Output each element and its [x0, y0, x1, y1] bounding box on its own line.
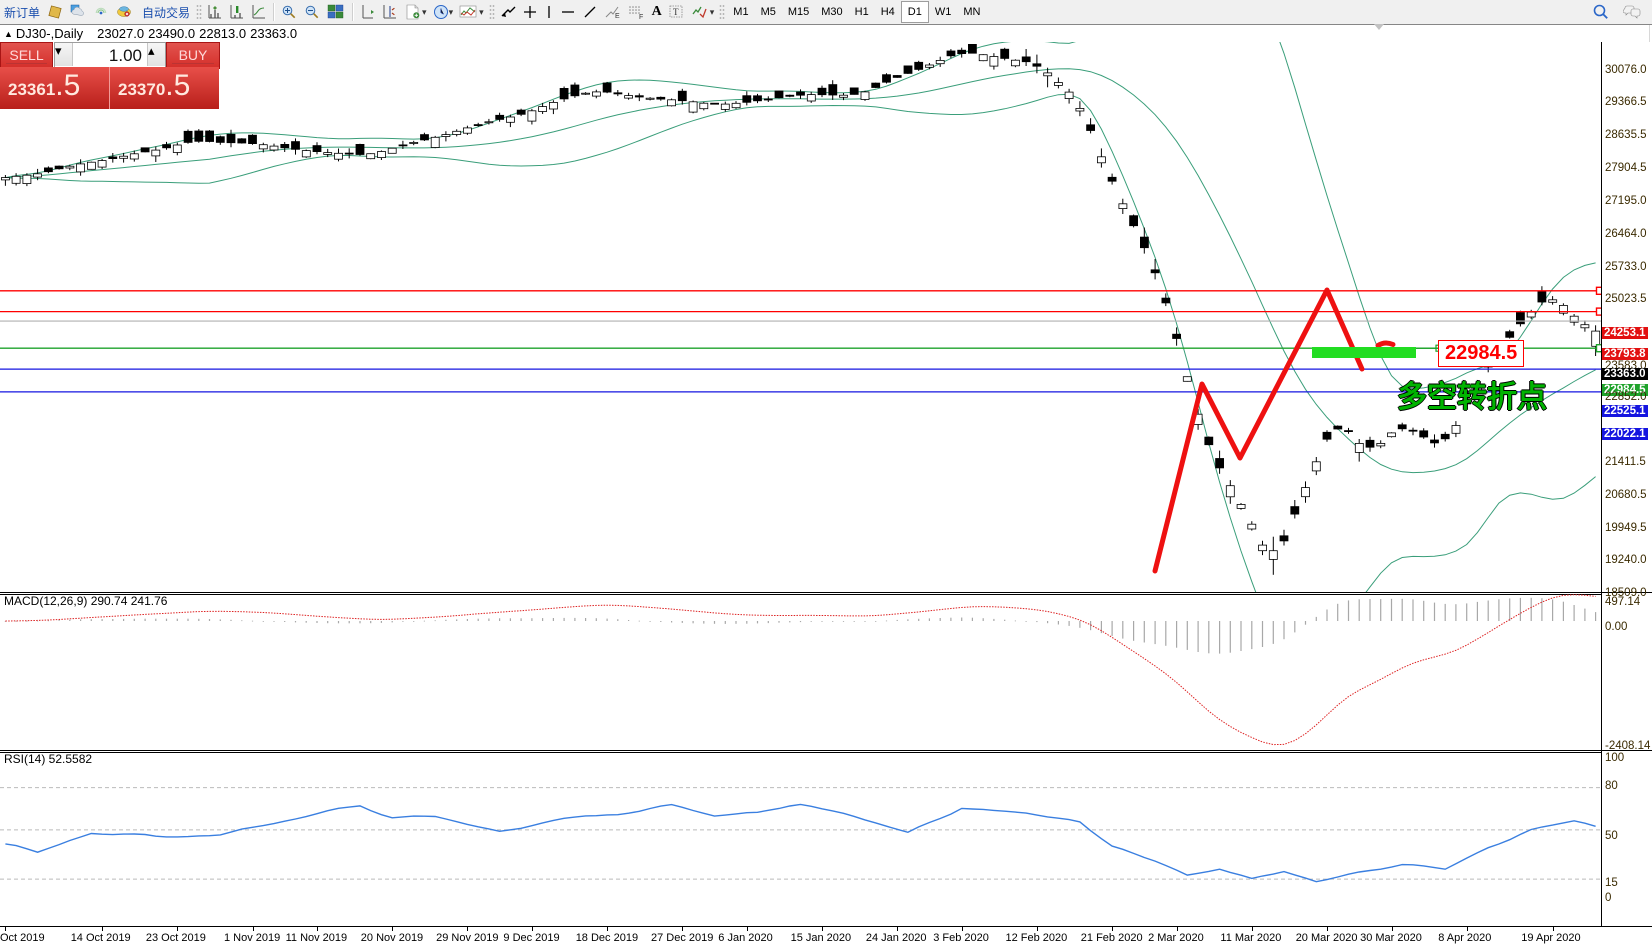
svg-text:T: T — [673, 7, 679, 17]
svg-text:F: F — [639, 14, 643, 20]
svg-text:E: E — [615, 13, 620, 20]
